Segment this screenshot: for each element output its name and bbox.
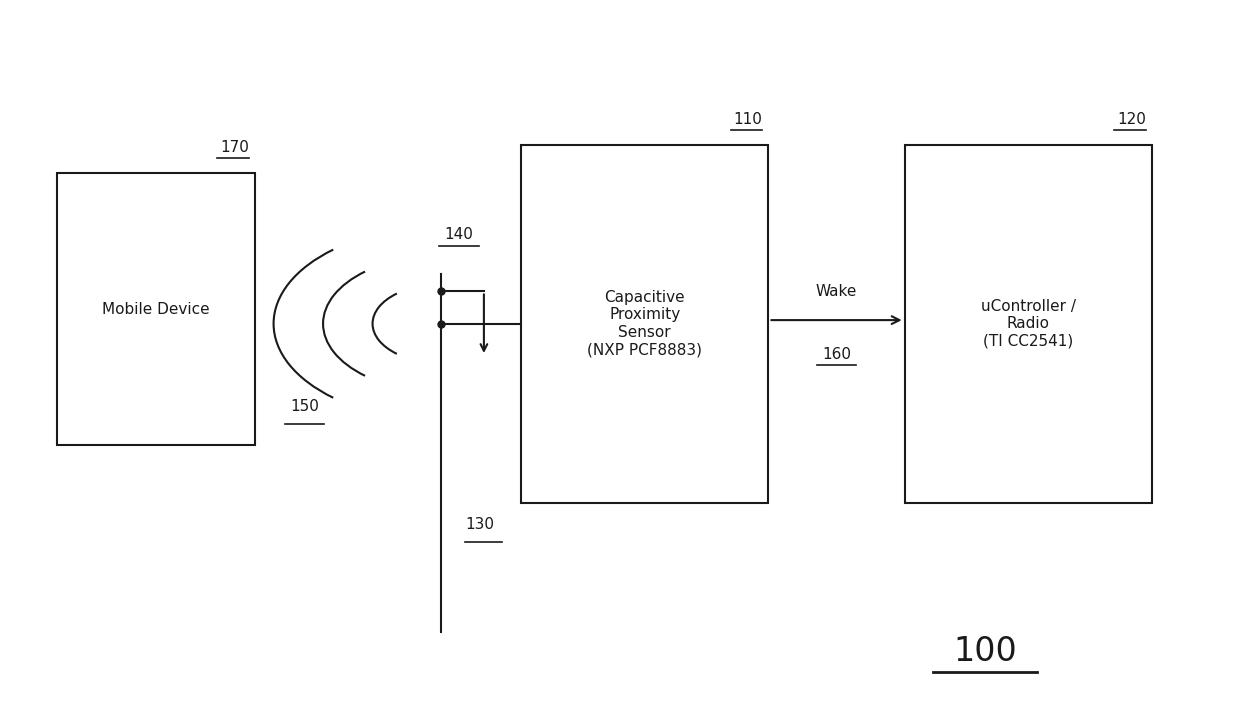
Text: 170: 170 (219, 140, 249, 155)
Text: Capacitive
Proximity
Sensor
(NXP PCF8883): Capacitive Proximity Sensor (NXP PCF8883… (588, 290, 702, 357)
Text: 140: 140 (445, 227, 474, 242)
Text: 130: 130 (465, 517, 495, 532)
Text: Mobile Device: Mobile Device (102, 302, 210, 317)
FancyBboxPatch shape (57, 173, 255, 446)
FancyBboxPatch shape (521, 145, 769, 503)
FancyBboxPatch shape (904, 145, 1152, 503)
Text: 110: 110 (733, 111, 763, 127)
Text: 120: 120 (1117, 111, 1146, 127)
Text: 160: 160 (822, 347, 851, 362)
Text: Wake: Wake (816, 283, 857, 298)
Text: uController /
Radio
(TI CC2541): uController / Radio (TI CC2541) (981, 299, 1076, 349)
Text: 150: 150 (290, 398, 319, 413)
Text: 100: 100 (954, 636, 1017, 668)
